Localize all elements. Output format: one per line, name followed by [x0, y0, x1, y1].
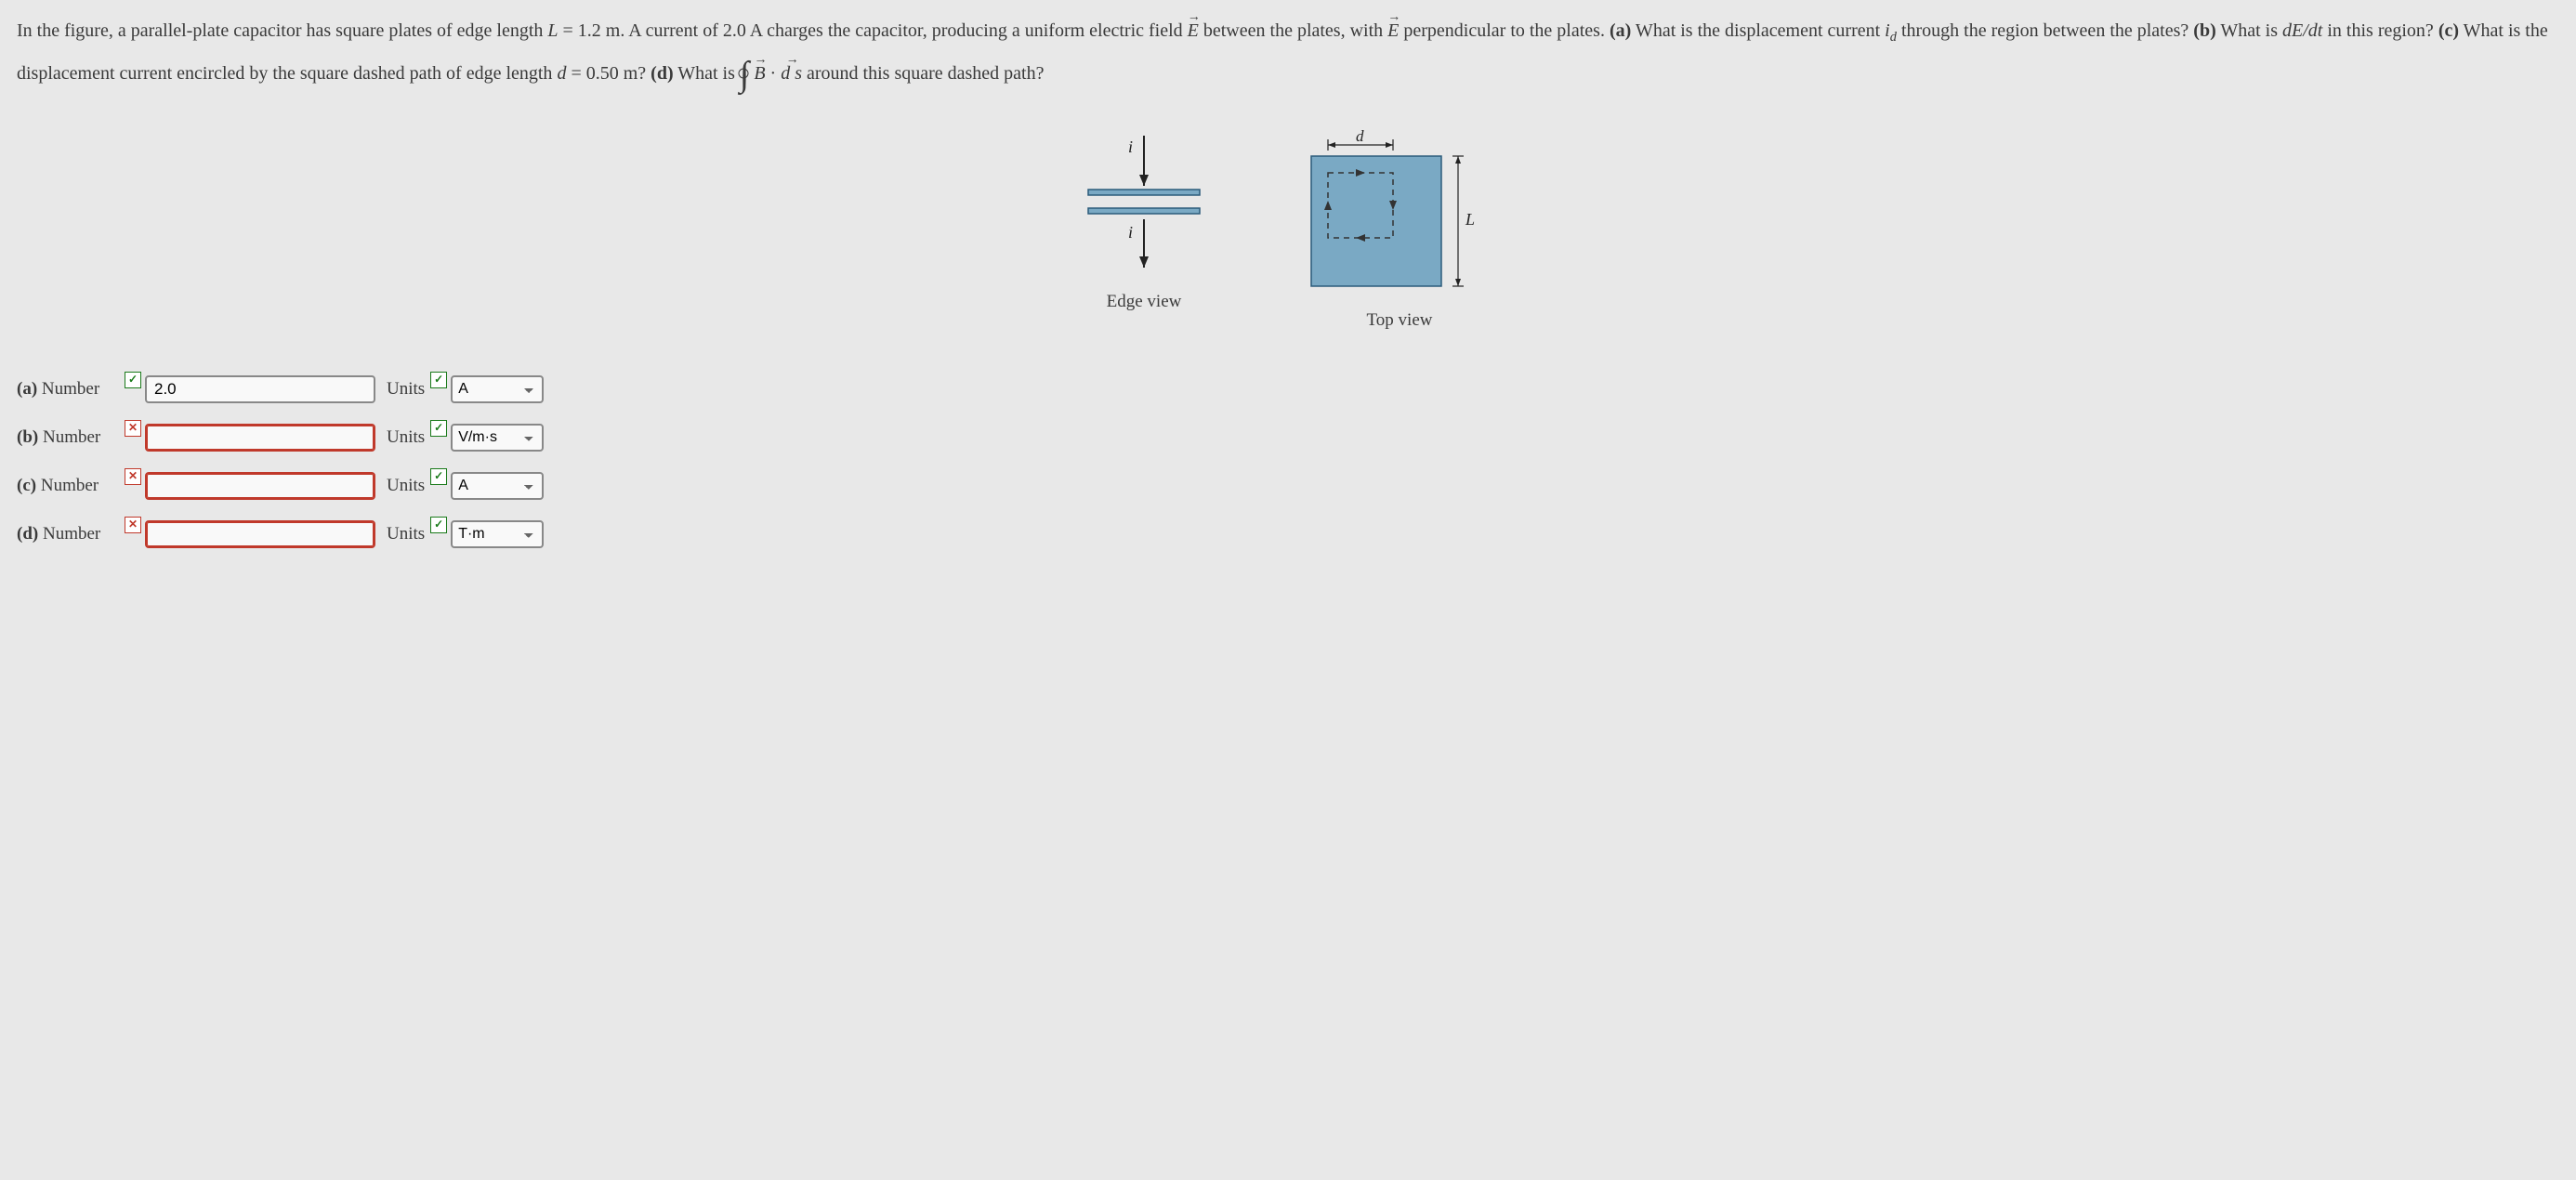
answer-row-a: (a) Number ✓ Units ✓ A	[17, 375, 2559, 403]
label-L: L	[1465, 210, 1475, 229]
answer-row-d: (d) Number ✕ Units ✓ T·m	[17, 520, 2559, 548]
question-container: In the figure, a parallel-plate capacito…	[17, 11, 2559, 548]
vector-ds: →d s	[781, 54, 802, 88]
figure-edge-view: i i Edge view	[1070, 128, 1218, 334]
figure-row: i i Edge view d	[17, 128, 2559, 334]
edge-view-label: Edge view	[1107, 288, 1182, 315]
top-view-label: Top view	[1367, 307, 1433, 334]
unit-badge-d: ✓	[430, 517, 447, 533]
text-Lval: = 1.2 m. A current of 2.0 A charges the …	[559, 20, 1188, 41]
status-badge-c: ✕	[125, 468, 141, 485]
status-badge-d: ✕	[125, 517, 141, 533]
figure-top-view: d L Top view	[1293, 128, 1506, 334]
answer-row-b: (b) Number ✕ Units ✓ V/m·s	[17, 424, 2559, 452]
status-badge-b: ✕	[125, 420, 141, 437]
question-text: In the figure, a parallel-plate capacito…	[17, 11, 2559, 102]
unit-badge-c: ✓	[430, 468, 447, 485]
answer-row-c: (c) Number ✕ Units ✓ A	[17, 472, 2559, 500]
unit-select-c[interactable]: A	[451, 472, 544, 500]
text-2a: between the plates, with	[1203, 20, 1387, 41]
label-d: d	[1356, 128, 1364, 145]
part-c-label: (c)	[2438, 20, 2459, 41]
unit-select-a[interactable]: A	[451, 375, 544, 403]
label-i-top: i	[1128, 138, 1133, 156]
number-input-c[interactable]	[145, 472, 375, 500]
part-a-label: (a)	[1610, 20, 1631, 41]
unit-badge-a: ✓	[430, 372, 447, 388]
part-b-label: (b)	[2193, 20, 2215, 41]
unit-badge-b: ✓	[430, 420, 447, 437]
status-badge-a: ✓	[125, 372, 141, 388]
number-input-d[interactable]	[145, 520, 375, 548]
vector-E2: →E	[1387, 11, 1399, 46]
var-L: L	[547, 20, 558, 41]
number-input-a[interactable]	[145, 375, 375, 403]
vector-E: →E	[1188, 11, 1199, 46]
integral-symbol: ∫	[740, 47, 749, 102]
vector-B: →B	[754, 54, 765, 88]
label-i-bot: i	[1128, 223, 1133, 242]
top-view-svg: d L	[1293, 128, 1506, 295]
edge-view-svg: i i	[1070, 128, 1218, 277]
unit-select-d[interactable]: T·m	[451, 520, 544, 548]
answers-block: (a) Number ✓ Units ✓ A (b) Number ✕ Unit…	[17, 375, 2559, 548]
number-input-b[interactable]	[145, 424, 375, 452]
unit-select-b[interactable]: V/m·s	[451, 424, 544, 452]
text-intro: In the figure, a parallel-plate capacito…	[17, 20, 547, 41]
part-d-label: (d)	[651, 63, 673, 84]
text-2b: perpendicular to the plates.	[1403, 20, 1610, 41]
